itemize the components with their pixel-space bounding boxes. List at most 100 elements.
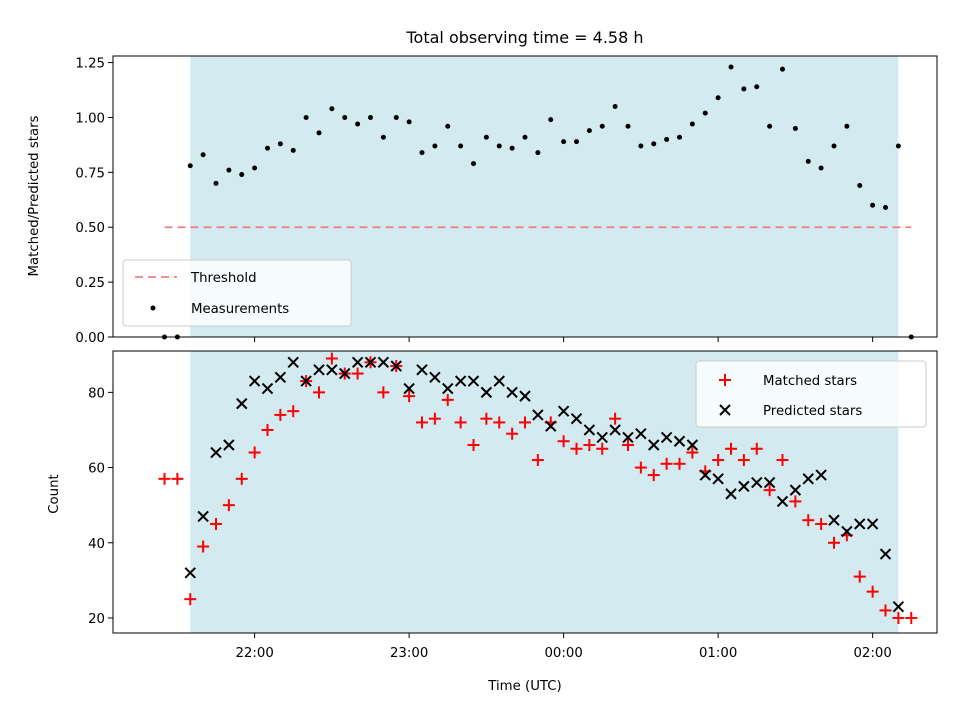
measurement-point: [303, 114, 309, 120]
matched-star-point: [171, 472, 184, 485]
bottom-plot-frame: [112, 350, 938, 634]
measurement-point: [393, 114, 399, 120]
predicted-star-point: [802, 473, 814, 485]
predicted-star-point: [364, 356, 377, 368]
measurement-point: [213, 180, 219, 186]
predicted-star-point: [351, 356, 364, 368]
top-legend-box: [122, 259, 352, 327]
bottom-y-axis-label: Count: [47, 474, 62, 514]
predicted-star-point: [274, 371, 287, 384]
measurement-point: [895, 143, 901, 149]
measurement-point: [252, 165, 258, 171]
bottom-legend: Matched stars Predicted stars: [695, 360, 927, 428]
top-legend: Threshold Measurements: [122, 259, 352, 327]
measurement-point: [664, 136, 670, 142]
measurement-point: [406, 119, 412, 125]
measurement-point: [561, 139, 567, 145]
top-ytick-label: 0.50: [75, 221, 105, 236]
top-ytick-label: 1.25: [75, 57, 105, 72]
predicted-star-point: [403, 382, 415, 395]
predicted-star-point: [300, 375, 312, 387]
predicted-star-point: [223, 439, 235, 451]
measurement-point: [342, 114, 348, 120]
measurement-point: [226, 167, 232, 173]
matched-star-point: [403, 390, 416, 403]
measurement-point: [419, 150, 425, 156]
predicted-star-point: [506, 386, 518, 399]
matched-star-point: [184, 593, 197, 606]
xtick-label: 02:00: [853, 646, 891, 661]
matched-star-point: [853, 570, 866, 583]
bottom-ytick-label: 40: [88, 537, 105, 552]
predicted-star-point: [725, 488, 737, 500]
matched-star-point: [583, 439, 596, 451]
measurement-point: [831, 143, 837, 149]
matched-star-point: [274, 408, 287, 421]
predicted-star-point: [442, 382, 454, 395]
measurement-point: [651, 141, 657, 147]
predicted-star-point: [390, 360, 402, 372]
measurement-point: [883, 204, 888, 210]
xtick-label: 01:00: [699, 646, 737, 661]
matched-star-point: [815, 517, 828, 530]
bottom-ytick-label: 80: [88, 386, 105, 401]
matched-star-point: [789, 495, 802, 508]
measurement-point: [625, 123, 631, 129]
predicted-star-point: [776, 495, 789, 508]
measurement-point: [355, 121, 361, 127]
matched-star-point: [519, 416, 531, 429]
predicted-star-point: [570, 412, 583, 425]
predicted-star-point: [879, 548, 892, 560]
predicted-star-point: [545, 420, 557, 432]
measurement-point: [741, 86, 747, 92]
matched-star-point: [506, 427, 519, 440]
measurement-point: [200, 152, 206, 158]
measurement-point: [329, 106, 335, 112]
measurement-point: [432, 143, 438, 149]
measurement-point: [638, 143, 644, 149]
measurement-point: [677, 134, 682, 140]
top-ytick-label: 1.00: [75, 111, 105, 126]
predicted-star-point: [622, 431, 634, 444]
predicted-star-point: [313, 364, 325, 376]
matched-star-point: [737, 454, 750, 467]
matched-star-point: [892, 611, 905, 624]
measurement-point: [805, 158, 811, 164]
predicted-star-point: [326, 364, 338, 376]
measurement-point: [290, 147, 296, 153]
predicted-star-point: [236, 397, 248, 410]
predicted-star-point: [635, 428, 647, 440]
measurement-point: [715, 95, 721, 101]
measurement-point: [522, 134, 528, 140]
predicted-star-point: [261, 382, 274, 395]
matched-star-point: [712, 454, 725, 467]
measurement-point: [368, 114, 373, 120]
predicted-star-point: [892, 600, 905, 613]
matched-star-point: [879, 604, 892, 617]
measurement-point: [535, 150, 541, 156]
legend-predicted-label: Predicted stars: [763, 404, 862, 419]
predicted-star-point: [686, 439, 699, 451]
measurement-point: [792, 125, 798, 131]
predicted-star-point: [339, 367, 351, 380]
predicted-star-point: [467, 375, 480, 387]
matched-star-point: [557, 435, 570, 448]
measurement-point: [702, 110, 708, 116]
measurement-point: [612, 103, 618, 109]
matched-star-point: [763, 484, 776, 497]
xtick-label: 23:00: [390, 646, 428, 661]
predicted-star-point: [854, 518, 866, 530]
matched-star-point: [776, 454, 789, 467]
predicted-star-point: [609, 424, 621, 436]
measurement-point: [265, 145, 270, 151]
measurement-point: [316, 130, 322, 136]
matched-star-point: [673, 457, 686, 470]
measurement-point: [870, 202, 876, 208]
legend-matched-label: Matched stars: [763, 374, 857, 389]
measurement-point: [599, 123, 605, 129]
matched-star-point: [441, 393, 454, 406]
predicted-star-point: [815, 469, 827, 481]
bottom-ytick-label: 60: [88, 462, 105, 477]
measurement-point: [239, 172, 245, 178]
matched-star-point: [235, 472, 248, 485]
